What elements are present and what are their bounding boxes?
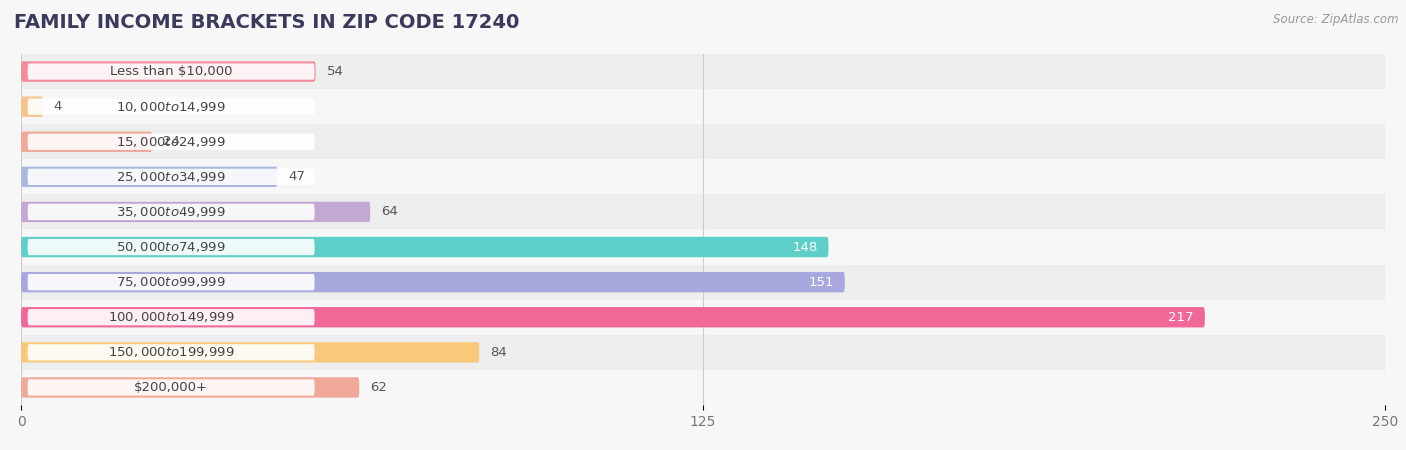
Bar (21, 265, 1385, 300)
Text: Source: ZipAtlas.com: Source: ZipAtlas.com (1274, 14, 1399, 27)
FancyBboxPatch shape (28, 274, 315, 290)
FancyBboxPatch shape (21, 342, 479, 363)
Text: $150,000 to $199,999: $150,000 to $199,999 (108, 345, 235, 360)
FancyBboxPatch shape (28, 99, 315, 115)
FancyBboxPatch shape (21, 131, 152, 152)
Bar (21, 159, 1385, 194)
Bar (21, 370, 1385, 405)
Text: $100,000 to $149,999: $100,000 to $149,999 (108, 310, 235, 324)
FancyBboxPatch shape (28, 344, 315, 360)
FancyBboxPatch shape (28, 134, 315, 150)
FancyBboxPatch shape (21, 96, 44, 117)
FancyBboxPatch shape (21, 166, 277, 187)
Bar (21, 194, 1385, 230)
FancyBboxPatch shape (21, 377, 360, 398)
Text: $50,000 to $74,999: $50,000 to $74,999 (117, 240, 226, 254)
Bar (21, 124, 1385, 159)
Text: $75,000 to $99,999: $75,000 to $99,999 (117, 275, 226, 289)
Text: 4: 4 (53, 100, 62, 113)
Text: 84: 84 (491, 346, 508, 359)
Bar (21, 300, 1385, 335)
Text: $35,000 to $49,999: $35,000 to $49,999 (117, 205, 226, 219)
Text: 62: 62 (370, 381, 387, 394)
Bar (21, 335, 1385, 370)
Text: 217: 217 (1168, 311, 1194, 324)
FancyBboxPatch shape (21, 307, 1205, 328)
FancyBboxPatch shape (21, 237, 828, 257)
Bar (21, 54, 1385, 89)
Text: $200,000+: $200,000+ (134, 381, 208, 394)
Text: $10,000 to $14,999: $10,000 to $14,999 (117, 99, 226, 114)
FancyBboxPatch shape (21, 61, 316, 82)
Text: 151: 151 (808, 276, 834, 288)
Text: 54: 54 (326, 65, 343, 78)
FancyBboxPatch shape (21, 202, 370, 222)
Text: 24: 24 (163, 135, 180, 148)
Text: FAMILY INCOME BRACKETS IN ZIP CODE 17240: FAMILY INCOME BRACKETS IN ZIP CODE 17240 (14, 14, 519, 32)
Bar (21, 89, 1385, 124)
FancyBboxPatch shape (28, 379, 315, 396)
FancyBboxPatch shape (28, 239, 315, 255)
FancyBboxPatch shape (28, 309, 315, 325)
FancyBboxPatch shape (28, 169, 315, 185)
Text: $15,000 to $24,999: $15,000 to $24,999 (117, 135, 226, 149)
FancyBboxPatch shape (28, 204, 315, 220)
Text: Less than $10,000: Less than $10,000 (110, 65, 232, 78)
FancyBboxPatch shape (28, 63, 315, 80)
Text: $25,000 to $34,999: $25,000 to $34,999 (117, 170, 226, 184)
Text: 148: 148 (793, 241, 817, 253)
Bar (21, 230, 1385, 265)
Text: 47: 47 (288, 171, 305, 183)
Text: 64: 64 (381, 206, 398, 218)
FancyBboxPatch shape (21, 272, 845, 292)
